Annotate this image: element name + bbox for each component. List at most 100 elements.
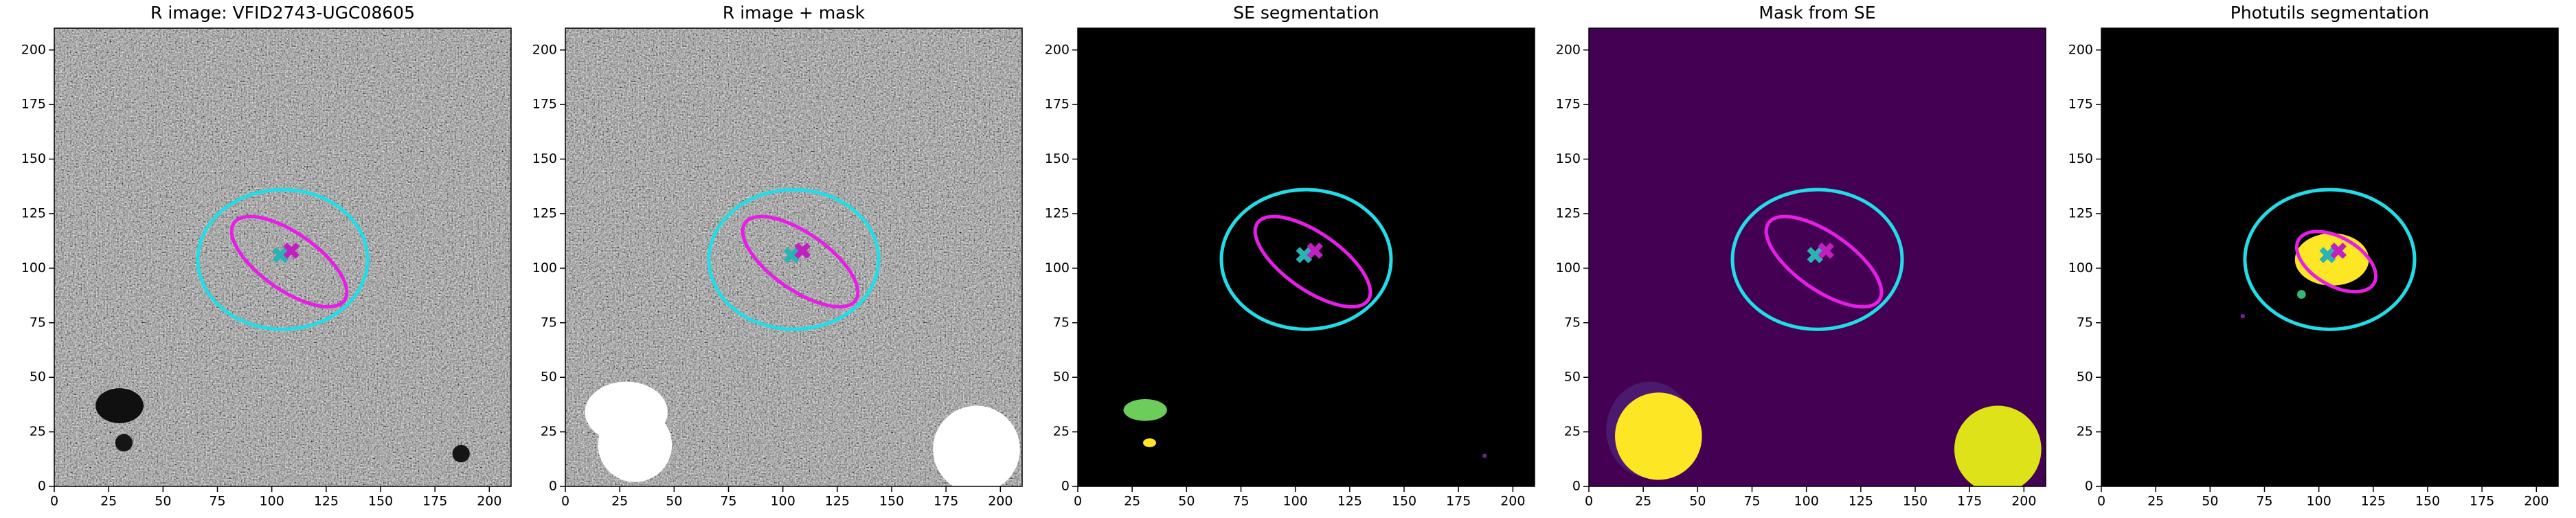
axes-frame xyxy=(1588,27,2046,487)
center-marker xyxy=(1807,247,1824,264)
x-tick-label: 50 xyxy=(666,494,682,509)
y-tick-label: 175 xyxy=(2068,97,2093,112)
y-tick-label: 100 xyxy=(1556,260,1581,275)
x-tick-label: 25 xyxy=(1124,494,1140,509)
y-tick-label: 0 xyxy=(2085,479,2093,494)
x-tick-label: 25 xyxy=(100,494,117,509)
y-tick-label: 125 xyxy=(21,205,46,221)
x-tick-label: 0 xyxy=(1585,494,1593,509)
aperture-ellipse xyxy=(1730,188,1904,331)
aperture-ellipse xyxy=(2243,188,2417,331)
axes-frame xyxy=(54,27,512,487)
y-tick-label: 175 xyxy=(1045,97,1070,112)
y-tick-label: 175 xyxy=(532,97,557,112)
x-tick-label: 125 xyxy=(825,494,850,509)
y-tick-label: 50 xyxy=(2077,370,2093,385)
y-tick-label: 0 xyxy=(1572,479,1581,494)
axes-frame xyxy=(1077,27,1535,487)
x-tick-label: 75 xyxy=(209,494,225,509)
y-tick-label: 150 xyxy=(1045,151,1070,166)
panel-title: Mask from SE xyxy=(1759,3,1875,23)
y-tick-label: 75 xyxy=(1053,315,1070,330)
plot-area xyxy=(1078,28,1535,486)
segment-region xyxy=(1954,405,2042,486)
y-tick-label: 0 xyxy=(549,479,557,494)
y-tick-label: 200 xyxy=(1556,42,1581,57)
y-tick-label: 50 xyxy=(1053,370,1070,385)
x-tick-label: 100 xyxy=(2307,494,2331,509)
y-tick-label: 200 xyxy=(1045,42,1070,57)
aperture-ellipse xyxy=(707,188,881,331)
x-tick-label: 0 xyxy=(50,494,58,509)
y-tick-label: 175 xyxy=(21,97,46,112)
y-tick-label: 125 xyxy=(532,205,557,221)
y-tick-label: 50 xyxy=(30,370,46,385)
segment-region xyxy=(933,405,1020,486)
x-tick-label: 0 xyxy=(2097,494,2105,509)
x-tick-label: 150 xyxy=(368,494,393,509)
y-tick-label: 100 xyxy=(1045,260,1070,275)
x-tick-label: 200 xyxy=(1500,494,1525,509)
x-tick-label: 75 xyxy=(720,494,736,509)
segment-region xyxy=(1482,453,1487,458)
x-tick-label: 125 xyxy=(314,494,339,509)
panel: R image + mask 0 25 50 75 100 125 150 175 200 0 25 5… xyxy=(532,3,1023,509)
y-tick-label: 50 xyxy=(541,370,557,385)
axes-frame xyxy=(565,27,1023,487)
segment-region xyxy=(598,407,673,482)
y-tick-label: 100 xyxy=(21,260,46,275)
x-tick-label: 175 xyxy=(422,494,447,509)
y-tick-label: 75 xyxy=(1564,315,1581,330)
x-tick-label: 125 xyxy=(1337,494,1362,509)
y-tick-label: 50 xyxy=(1564,370,1581,385)
x-tick-label: 50 xyxy=(1178,494,1195,509)
x-tick-label: 150 xyxy=(1903,494,1928,509)
panel-title: R image: VFID2743-UGC08605 xyxy=(150,3,415,23)
aperture-ellipse xyxy=(2294,229,2378,294)
segment-region xyxy=(2297,290,2306,299)
x-tick-label: 200 xyxy=(988,494,1013,509)
plot-area xyxy=(2101,28,2558,486)
x-tick-label: 75 xyxy=(2256,494,2272,509)
center-marker xyxy=(1818,243,1834,259)
segment-region xyxy=(95,388,144,423)
y-tick-label: 25 xyxy=(2077,424,2093,439)
center-marker xyxy=(783,247,800,264)
y-tick-label: 125 xyxy=(1556,205,1581,221)
panel: Mask from SE 0 25 50 75 100 125 150 175 200 0 25 50 7… xyxy=(1556,3,2046,509)
y-tick-label: 125 xyxy=(2068,205,2093,221)
x-tick-label: 100 xyxy=(1283,494,1308,509)
y-tick-label: 25 xyxy=(541,424,557,439)
aperture-ellipse xyxy=(1219,188,1393,331)
segment-region xyxy=(2240,314,2245,319)
center-marker xyxy=(794,243,811,259)
aperture-ellipse xyxy=(196,188,370,331)
y-tick-label: 75 xyxy=(30,315,46,330)
center-marker xyxy=(2330,243,2347,259)
x-tick-label: 125 xyxy=(2361,494,2386,509)
x-tick-label: 25 xyxy=(1635,494,1651,509)
aperture-ellipse xyxy=(1764,214,1884,309)
y-tick-label: 25 xyxy=(30,424,46,439)
x-tick-label: 200 xyxy=(2524,494,2549,509)
y-tick-label: 175 xyxy=(1556,97,1581,112)
x-tick-label: 150 xyxy=(879,494,904,509)
x-tick-label: 175 xyxy=(2470,494,2494,509)
y-tick-label: 100 xyxy=(532,260,557,275)
x-tick-label: 175 xyxy=(1957,494,1982,509)
x-tick-label: 75 xyxy=(1232,494,1249,509)
x-tick-label: 50 xyxy=(1689,494,1706,509)
x-tick-label: 125 xyxy=(1849,494,1873,509)
x-tick-label: 25 xyxy=(2147,494,2164,509)
plot-area xyxy=(565,28,1022,486)
panel-title: R image + mask xyxy=(723,3,866,23)
panel-title: SE segmentation xyxy=(1233,3,1379,23)
y-tick-label: 25 xyxy=(1564,424,1581,439)
panel: Photutils segmentation 0 25 50 75 100 125 150 17… xyxy=(2068,3,2559,509)
y-tick-label: 200 xyxy=(532,42,557,57)
y-tick-label: 0 xyxy=(1061,479,1070,494)
y-tick-label: 0 xyxy=(38,479,46,494)
y-tick-label: 75 xyxy=(2077,315,2093,330)
x-tick-label: 50 xyxy=(2202,494,2218,509)
